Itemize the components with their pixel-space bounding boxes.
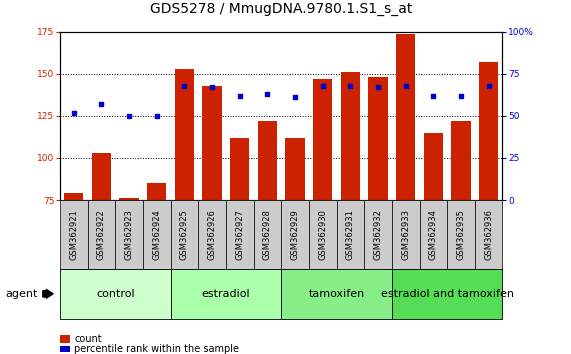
Bar [147, 183, 166, 200]
Bar [60, 269, 171, 319]
Text: agent: agent [6, 289, 38, 299]
Bar [258, 121, 277, 200]
Bar [313, 79, 332, 200]
Bar [115, 200, 143, 269]
Bar [198, 200, 226, 269]
Point [484, 83, 493, 88]
Text: GSM362922: GSM362922 [97, 209, 106, 260]
Bar [392, 200, 420, 269]
Text: percentile rank within the sample: percentile rank within the sample [74, 344, 239, 354]
Bar [447, 200, 475, 269]
Bar [282, 200, 309, 269]
Text: GSM362932: GSM362932 [373, 209, 383, 260]
Text: count: count [74, 334, 102, 344]
Bar [424, 133, 443, 200]
Text: GSM362928: GSM362928 [263, 209, 272, 260]
Bar [254, 200, 281, 269]
Text: GSM362924: GSM362924 [152, 209, 161, 260]
Bar [226, 200, 254, 269]
Point [152, 113, 162, 119]
Text: GSM362931: GSM362931 [346, 209, 355, 260]
Point [429, 93, 438, 98]
Bar [175, 69, 194, 200]
Text: GSM362923: GSM362923 [124, 209, 134, 260]
Bar [230, 138, 250, 200]
Bar [282, 269, 392, 319]
Point [124, 113, 134, 119]
Text: control: control [96, 289, 135, 299]
Point [401, 83, 410, 88]
Text: GSM362929: GSM362929 [291, 209, 300, 260]
Bar [309, 200, 336, 269]
Bar [420, 200, 447, 269]
Text: GSM362921: GSM362921 [69, 209, 78, 260]
Point [318, 83, 327, 88]
Point [346, 83, 355, 88]
Text: estradiol: estradiol [202, 289, 250, 299]
Bar [368, 77, 388, 200]
Text: GSM362926: GSM362926 [208, 209, 216, 260]
Point [97, 101, 106, 107]
Point [69, 110, 78, 115]
Bar [341, 72, 360, 200]
Text: tamoxifen: tamoxifen [308, 289, 365, 299]
Bar [286, 138, 305, 200]
Bar [364, 200, 392, 269]
Bar [92, 153, 111, 200]
Point [180, 83, 189, 88]
Bar [171, 269, 282, 319]
Point [235, 93, 244, 98]
Text: GSM362925: GSM362925 [180, 209, 189, 260]
Point [456, 93, 465, 98]
Bar [143, 200, 171, 269]
Point [291, 95, 300, 100]
Text: GSM362930: GSM362930 [318, 209, 327, 260]
Point [373, 85, 383, 90]
Text: GDS5278 / MmugDNA.9780.1.S1_s_at: GDS5278 / MmugDNA.9780.1.S1_s_at [150, 2, 412, 16]
Bar [171, 200, 198, 269]
Bar [202, 86, 222, 200]
Bar [479, 62, 498, 200]
Bar [60, 200, 87, 269]
Bar [119, 198, 139, 200]
Text: GSM362933: GSM362933 [401, 209, 410, 260]
Point [207, 85, 216, 90]
Bar [396, 34, 415, 200]
Text: estradiol and tamoxifen: estradiol and tamoxifen [381, 289, 514, 299]
Text: GSM362927: GSM362927 [235, 209, 244, 260]
Text: GSM362936: GSM362936 [484, 209, 493, 260]
Bar [475, 200, 502, 269]
Text: GSM362934: GSM362934 [429, 209, 438, 260]
Bar [64, 193, 83, 200]
Bar [451, 121, 471, 200]
Point [263, 91, 272, 97]
Text: GSM362935: GSM362935 [456, 209, 465, 260]
Bar [87, 200, 115, 269]
Bar [336, 200, 364, 269]
Bar [392, 269, 502, 319]
